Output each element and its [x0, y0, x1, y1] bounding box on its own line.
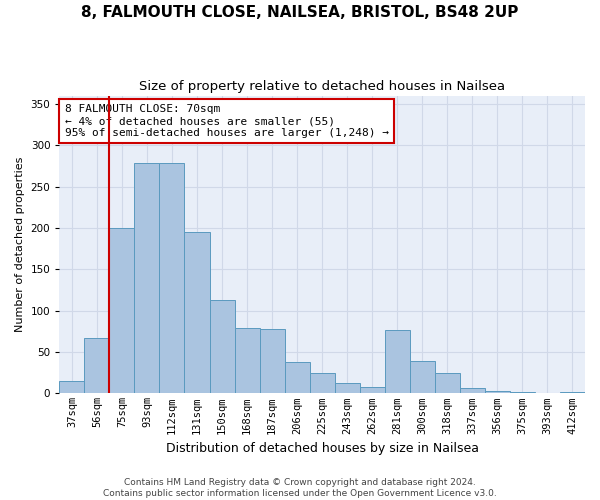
- X-axis label: Distribution of detached houses by size in Nailsea: Distribution of detached houses by size …: [166, 442, 479, 455]
- Bar: [284, 362, 310, 394]
- Bar: [310, 372, 335, 394]
- Bar: [485, 391, 510, 394]
- Bar: [184, 232, 209, 394]
- Text: Contains HM Land Registry data © Crown copyright and database right 2024.
Contai: Contains HM Land Registry data © Crown c…: [103, 478, 497, 498]
- Bar: [460, 388, 485, 394]
- Bar: [209, 300, 235, 394]
- Bar: [109, 228, 134, 394]
- Bar: [385, 330, 410, 394]
- Text: 8, FALMOUTH CLOSE, NAILSEA, BRISTOL, BS48 2UP: 8, FALMOUTH CLOSE, NAILSEA, BRISTOL, BS4…: [82, 5, 518, 20]
- Bar: [260, 329, 284, 394]
- Bar: [510, 392, 535, 394]
- Y-axis label: Number of detached properties: Number of detached properties: [15, 157, 25, 332]
- Bar: [360, 387, 385, 394]
- Bar: [435, 372, 460, 394]
- Bar: [535, 392, 560, 394]
- Bar: [410, 361, 435, 394]
- Bar: [134, 164, 160, 394]
- Bar: [235, 328, 260, 394]
- Bar: [59, 381, 85, 394]
- Title: Size of property relative to detached houses in Nailsea: Size of property relative to detached ho…: [139, 80, 505, 93]
- Bar: [335, 382, 360, 394]
- Bar: [85, 338, 109, 394]
- Bar: [160, 164, 184, 394]
- Bar: [560, 392, 585, 394]
- Text: 8 FALMOUTH CLOSE: 70sqm
← 4% of detached houses are smaller (55)
95% of semi-det: 8 FALMOUTH CLOSE: 70sqm ← 4% of detached…: [65, 104, 389, 138]
